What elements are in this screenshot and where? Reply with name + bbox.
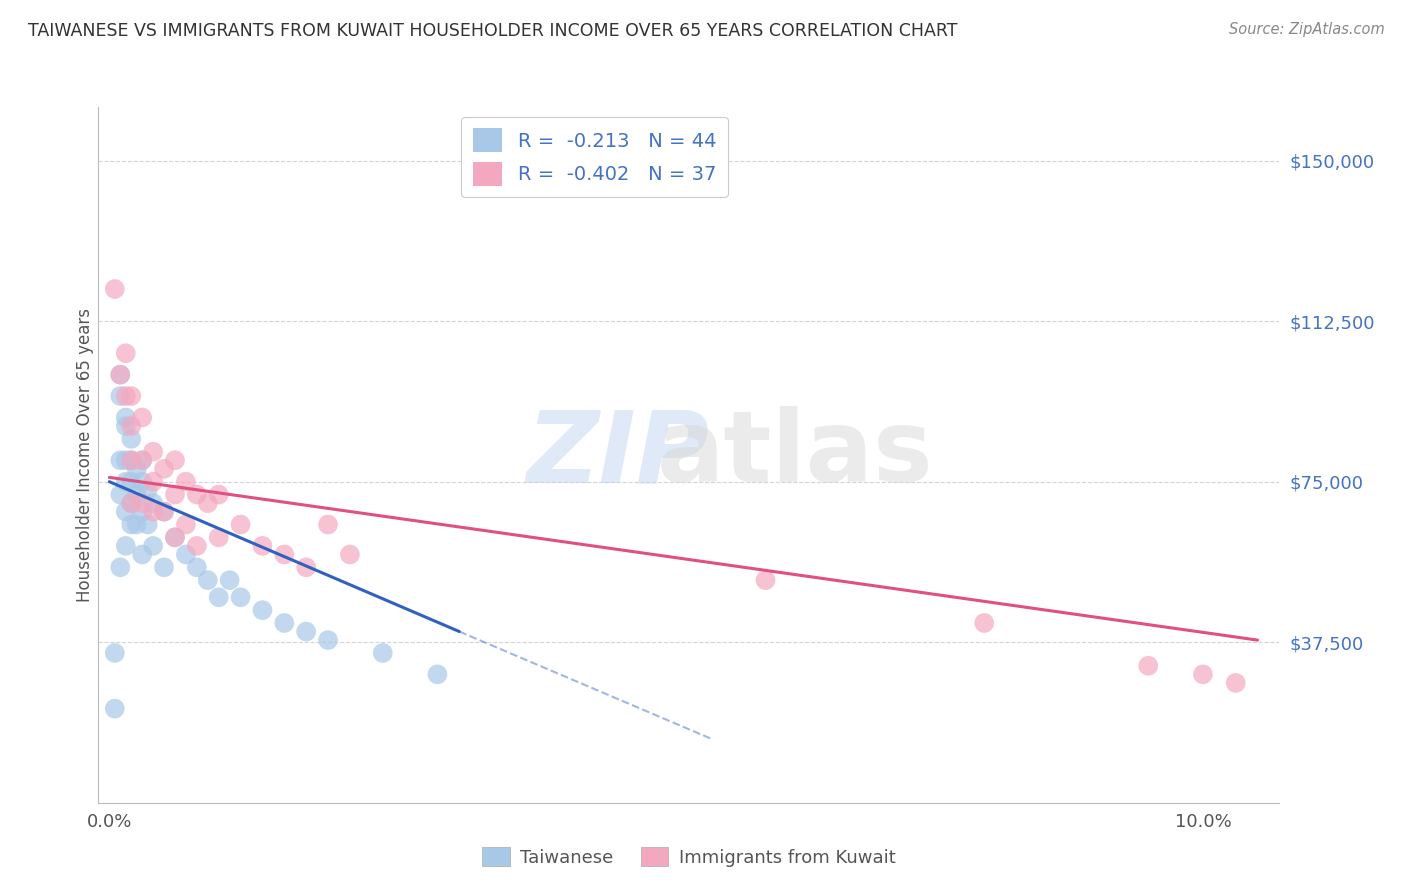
Point [120, 453, 142, 467]
Point [131, 453, 153, 467]
Point [186, 487, 208, 501]
Point [114, 389, 136, 403]
Point [104, 282, 127, 296]
Point [371, 646, 394, 660]
Point [208, 591, 231, 605]
Point [114, 346, 136, 360]
Point [316, 633, 339, 648]
Point [110, 368, 132, 382]
Point [153, 462, 176, 476]
Point [754, 573, 776, 587]
Point [163, 453, 186, 467]
Point [1137, 658, 1160, 673]
Point [125, 462, 148, 476]
Point [120, 496, 142, 510]
Point [131, 505, 153, 519]
Point [131, 410, 153, 425]
Point [218, 573, 240, 587]
Point [186, 560, 208, 574]
Point [174, 548, 197, 562]
Text: TAIWANESE VS IMMIGRANTS FROM KUWAIT HOUSEHOLDER INCOME OVER 65 YEARS CORRELATION: TAIWANESE VS IMMIGRANTS FROM KUWAIT HOUS… [28, 22, 957, 40]
Point [114, 475, 136, 489]
Point [174, 517, 197, 532]
Point [273, 615, 295, 630]
Point [110, 368, 132, 382]
Point [142, 496, 165, 510]
Point [252, 539, 274, 553]
Point [120, 517, 142, 532]
Point [136, 517, 159, 532]
Point [131, 453, 153, 467]
Point [1192, 667, 1215, 681]
Point [120, 453, 142, 467]
Point [1225, 676, 1247, 690]
Point [339, 548, 361, 562]
Text: atlas: atlas [657, 407, 934, 503]
Point [229, 591, 252, 605]
Point [142, 505, 165, 519]
Point [110, 389, 132, 403]
Point [114, 539, 136, 553]
Point [153, 505, 176, 519]
Point [120, 432, 142, 446]
Point [114, 410, 136, 425]
Point [142, 539, 165, 553]
Point [163, 530, 186, 544]
Point [426, 667, 449, 681]
Point [131, 496, 153, 510]
Point [208, 487, 231, 501]
Point [110, 487, 132, 501]
Point [295, 624, 318, 639]
Point [114, 453, 136, 467]
Point [295, 560, 318, 574]
Point [125, 487, 148, 501]
Point [163, 487, 186, 501]
Point [197, 496, 219, 510]
Point [186, 539, 208, 553]
Point [197, 573, 219, 587]
Point [163, 530, 186, 544]
Point [114, 419, 136, 434]
Point [229, 517, 252, 532]
Legend: Taiwanese, Immigrants from Kuwait: Taiwanese, Immigrants from Kuwait [475, 840, 903, 874]
Point [973, 615, 995, 630]
Point [316, 517, 339, 532]
Point [131, 475, 153, 489]
Text: ZIP: ZIP [527, 407, 710, 503]
Point [120, 419, 142, 434]
Y-axis label: Householder Income Over 65 years: Householder Income Over 65 years [76, 308, 94, 602]
Point [252, 603, 274, 617]
Point [120, 475, 142, 489]
Point [153, 560, 176, 574]
Point [120, 389, 142, 403]
Point [142, 444, 165, 458]
Point [110, 453, 132, 467]
Point [174, 475, 197, 489]
Point [142, 475, 165, 489]
Point [104, 646, 127, 660]
Point [104, 701, 127, 715]
Point [120, 496, 142, 510]
Point [125, 517, 148, 532]
Point [114, 505, 136, 519]
Point [136, 483, 159, 498]
Point [208, 530, 231, 544]
Point [153, 505, 176, 519]
Point [110, 560, 132, 574]
Point [131, 548, 153, 562]
Point [273, 548, 295, 562]
Text: Source: ZipAtlas.com: Source: ZipAtlas.com [1229, 22, 1385, 37]
